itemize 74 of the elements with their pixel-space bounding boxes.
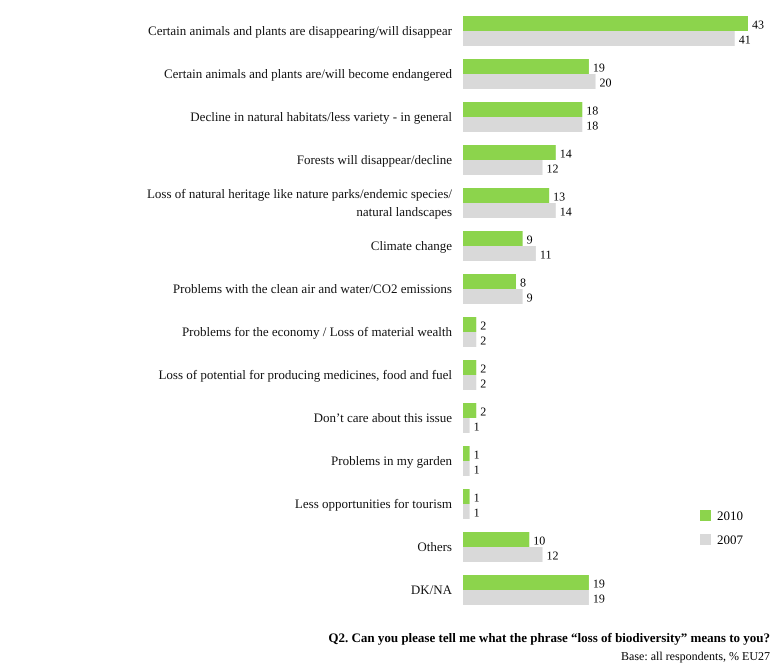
bar (463, 489, 470, 504)
data-label: 2 (480, 376, 486, 390)
text: Q2. Can you please tell me what the phrase “loss of biodiversity” means to you? (328, 630, 770, 645)
bar (463, 160, 543, 175)
data-label: 43 (752, 18, 764, 32)
bar (463, 332, 476, 347)
data-label: 9 (526, 290, 533, 304)
legend-label: 2007 (717, 532, 744, 547)
y-tick-label: Certain animals and plants are disappearing/will disappear (148, 23, 453, 38)
data-label: 19 (592, 60, 605, 74)
data-label: 20 (600, 76, 612, 90)
bar (463, 145, 556, 160)
data-label: 12 (546, 162, 559, 176)
data-label: 41 (738, 32, 751, 46)
data-label: 2 (480, 362, 486, 376)
bar (463, 575, 589, 590)
y-tick-label: Less opportunities for tourism (294, 496, 452, 511)
data-label: 2 (480, 334, 486, 348)
data-label: 14 (560, 146, 572, 160)
data-label: 18 (586, 118, 598, 132)
y-tick-label: DK/NA (410, 582, 453, 597)
data-label: 14 (560, 204, 572, 218)
bar (463, 188, 550, 203)
bar (463, 547, 543, 562)
bar (463, 403, 476, 418)
data-label: 9 (526, 232, 533, 246)
bar (463, 418, 470, 433)
data-label: 1 (474, 420, 480, 434)
data-label: 2 (480, 404, 486, 418)
bar (463, 246, 536, 261)
bar (463, 446, 470, 461)
bar (463, 360, 476, 375)
bar (463, 461, 470, 476)
data-label: 1 (474, 506, 480, 520)
bar (463, 31, 735, 46)
bar (463, 590, 589, 605)
bar (463, 532, 530, 547)
y-tick-label: Climate change (370, 238, 452, 253)
bar (463, 274, 516, 289)
y-tick-label: Problems for the economy / Loss of material wealth (182, 324, 452, 339)
bar (463, 16, 748, 31)
y-tick-label: Problems with the clean air and water/CO2 emissions (172, 281, 452, 296)
bar (463, 231, 523, 246)
data-label: 1 (474, 462, 480, 476)
data-label: 8 (520, 276, 526, 290)
y-tick-label: Certain animals and plants are/will become endangered (164, 66, 452, 81)
y-tick-label: Loss of natural heritage like nature parks/endemic species/ natural landscapes (146, 186, 452, 219)
bar (463, 317, 476, 332)
data-label: 2 (480, 318, 486, 332)
y-tick-label: Problems in my garden (331, 453, 452, 468)
data-label: 1 (474, 448, 480, 462)
bar (463, 289, 523, 304)
bar (463, 74, 596, 89)
y-tick-label: Decline in natural habitats/less variety - in general (190, 109, 452, 124)
legend-label: 2010 (717, 508, 743, 523)
data-label: 13 (553, 190, 566, 204)
y-tick-label: Others (417, 539, 452, 554)
y-tick-label: Forests will disappear/decline (296, 152, 452, 167)
data-label: 11 (540, 248, 552, 262)
data-label: 18 (586, 104, 598, 118)
data-label: 12 (546, 548, 559, 562)
y-tick-label: Loss of potential for producing medicines, food and fuel (158, 367, 452, 382)
bar (463, 504, 470, 519)
bar (463, 203, 556, 218)
data-label: 19 (592, 576, 605, 590)
bar (463, 59, 589, 74)
y-tick-label: Don’t care about this issue (314, 410, 452, 425)
data-label: 10 (533, 534, 546, 548)
data-label: 19 (592, 592, 605, 606)
bar (463, 117, 582, 132)
text: Base: all respondents, % EU27 (621, 649, 770, 663)
bar (463, 375, 476, 390)
bar (463, 102, 582, 117)
data-label: 1 (474, 490, 480, 504)
